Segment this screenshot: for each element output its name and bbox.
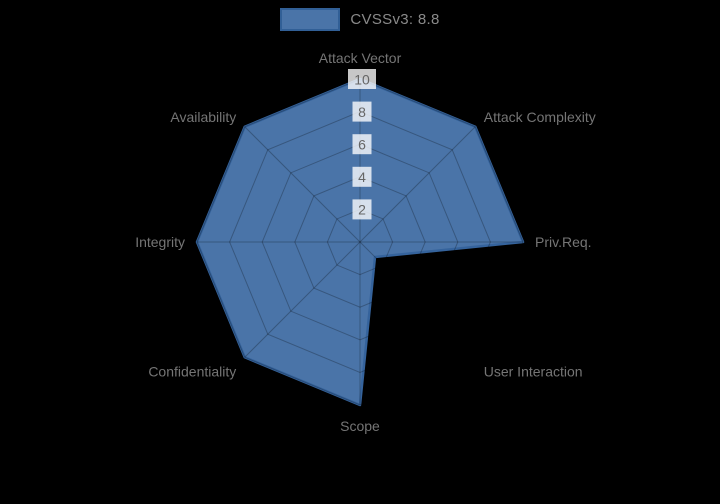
grid-spoke (244, 241, 361, 358)
axis-label-user-interaction: User Interaction (484, 364, 583, 380)
dataset-polygon (195, 77, 525, 407)
chart-legend: CVSSv3: 8.8 (0, 8, 720, 31)
grid-ring (229, 111, 491, 373)
grid-ring (196, 78, 524, 406)
axis-label-attack-complexity: Attack Complexity (484, 109, 596, 125)
tick-label: 8 (358, 104, 366, 120)
axis-label-availability: Availability (170, 109, 236, 125)
axis-label-scope: Scope (340, 418, 380, 434)
tick-backdrop (352, 101, 372, 122)
legend-item-cvssv3[interactable]: CVSSv3: 8.8 (280, 8, 439, 31)
grid-ring (261, 143, 459, 341)
axis-label-integrity: Integrity (135, 234, 185, 250)
legend-label: CVSSv3: 8.8 (350, 11, 440, 28)
grid-ring (294, 176, 426, 308)
tick-backdrop (352, 166, 372, 187)
tick-label: 2 (358, 202, 366, 218)
axis-label-priv-req: Priv.Req. (535, 234, 592, 250)
legend-swatch-icon (280, 8, 341, 31)
tick-label: 10 (354, 71, 370, 87)
axis-label-confidentiality: Confidentiality (148, 364, 236, 380)
axis-label-attack-vector: Attack Vector (319, 50, 402, 66)
grid-spoke (359, 241, 476, 358)
tick-label: 6 (358, 137, 366, 153)
tick-label: 4 (358, 169, 366, 185)
tick-backdrop (348, 69, 376, 89)
grid-spoke (359, 126, 476, 243)
grid-ring (326, 208, 394, 276)
tick-backdrop (352, 134, 372, 155)
grid-spoke (244, 126, 361, 243)
tick-backdrop (352, 199, 372, 220)
